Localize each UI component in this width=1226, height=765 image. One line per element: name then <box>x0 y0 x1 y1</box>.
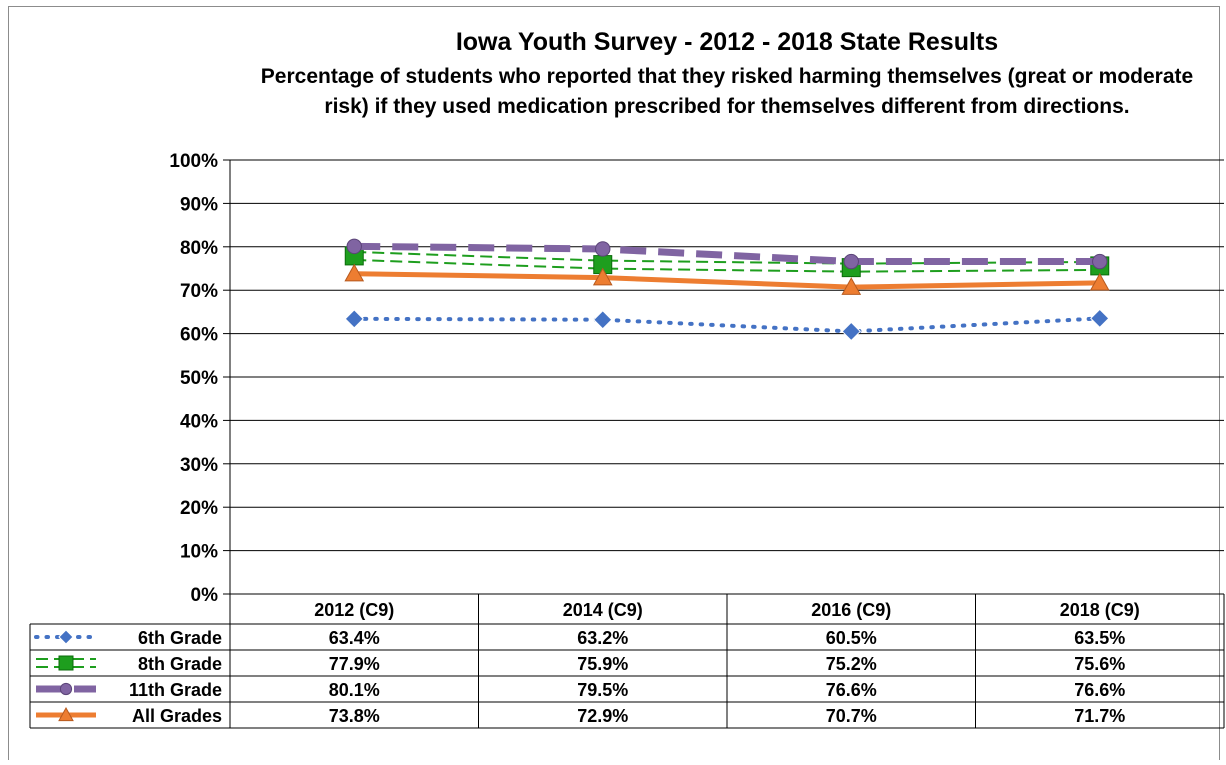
data-point-6th-grade <box>1090 308 1110 329</box>
data-label-all-grades: 72.9% <box>577 706 628 726</box>
data-label-6th-grade: 60.5% <box>826 628 877 648</box>
data-label-8th-grade: 75.6% <box>1074 654 1125 674</box>
series-all-grades <box>344 263 1110 295</box>
series-name-6th-grade: 6th Grade <box>138 628 222 648</box>
data-point-6th-grade <box>593 310 613 330</box>
gridlines <box>230 159 1224 595</box>
series-line-all-grades <box>354 271 1100 290</box>
data-point-11th-grade <box>843 253 859 270</box>
series-lines <box>344 238 1110 342</box>
y-axis: 0% 10% 20% 30% 40% 50% 60% 70% 80% 90% 100% <box>169 151 231 606</box>
series-6th-grade <box>344 308 1110 342</box>
y-tick-label: 80% <box>180 238 218 259</box>
data-label-6th-grade: 63.4% <box>329 628 380 648</box>
data-point-6th-grade <box>344 309 364 329</box>
legend-key-6th-grade <box>34 629 98 645</box>
y-tick-label: 50% <box>180 368 218 389</box>
data-point-11th-grade <box>595 241 611 257</box>
data-point-6th-grade <box>841 321 861 342</box>
data-label-8th-grade: 77.9% <box>329 654 380 674</box>
data-point-all-grades <box>841 277 862 295</box>
y-tick-label: 30% <box>180 455 218 476</box>
data-point-11th-grade <box>1092 253 1108 270</box>
series-line-6th-grade <box>352 316 1102 334</box>
series-name-all-grades: All Grades <box>132 706 222 726</box>
y-tick-label: 10% <box>180 542 218 563</box>
data-label-11th-grade: 80.1% <box>329 680 380 700</box>
data-label-11th-grade: 76.6% <box>1074 680 1125 700</box>
series-line-8th-grade <box>354 258 1100 273</box>
data-label-all-grades: 71.7% <box>1074 706 1125 726</box>
data-point-all-grades <box>1089 272 1110 291</box>
legend-marker-11th-grade <box>59 682 73 696</box>
legend-marker-all-grades <box>58 706 74 722</box>
chart-subtitle: Percentage of students who reported that… <box>260 65 1194 118</box>
series-11th-grade <box>346 238 1108 270</box>
y-tick-label: 90% <box>180 194 218 215</box>
legend-key-8th-grade <box>36 655 96 671</box>
category-label: 2014 (C9) <box>563 600 643 620</box>
series-line-8th-grade <box>354 250 1100 265</box>
chart-frame <box>8 6 1220 760</box>
series-line-11th-grade <box>354 242 1100 266</box>
data-label-all-grades: 70.7% <box>826 706 877 726</box>
legend-key-11th-grade <box>36 682 96 696</box>
data-label-all-grades: 73.8% <box>329 706 380 726</box>
y-tick-label: 70% <box>180 281 218 302</box>
y-tick-label: 40% <box>180 411 218 432</box>
legend-marker-6th-grade <box>58 629 74 645</box>
series-name-11th-grade: 11th Grade <box>129 680 222 700</box>
data-label-6th-grade: 63.2% <box>577 628 628 648</box>
category-label: 2018 (C9) <box>1060 600 1140 620</box>
data-point-all-grades <box>344 263 365 282</box>
y-tick-label: 60% <box>180 325 218 346</box>
data-label-6th-grade: 63.5% <box>1074 628 1125 648</box>
y-tick-label: 100% <box>169 151 218 172</box>
data-label-8th-grade: 75.2% <box>826 654 877 674</box>
legend-key-all-grades <box>36 706 96 722</box>
category-label: 2012 (C9) <box>314 600 394 620</box>
category-label: 2016 (C9) <box>811 600 891 620</box>
y-tick-label: 20% <box>180 498 218 519</box>
legend-marker-8th-grade <box>58 655 74 671</box>
data-point-11th-grade <box>346 238 362 255</box>
data-label-11th-grade: 76.6% <box>826 680 877 700</box>
data-label-11th-grade: 79.5% <box>577 680 628 700</box>
data-label-8th-grade: 75.9% <box>577 654 628 674</box>
series-name-8th-grade: 8th Grade <box>138 654 222 674</box>
y-tick-label: 0% <box>191 585 219 606</box>
data-point-all-grades <box>592 267 613 286</box>
data-table: 2012 (C9) 2014 (C9) 2016 (C9) 2018 (C9) 6th … <box>29 594 1225 729</box>
chart-title: Iowa Youth Survey - 2012 - 2018 State Re… <box>455 28 999 56</box>
series-8th-grade <box>344 246 1110 278</box>
